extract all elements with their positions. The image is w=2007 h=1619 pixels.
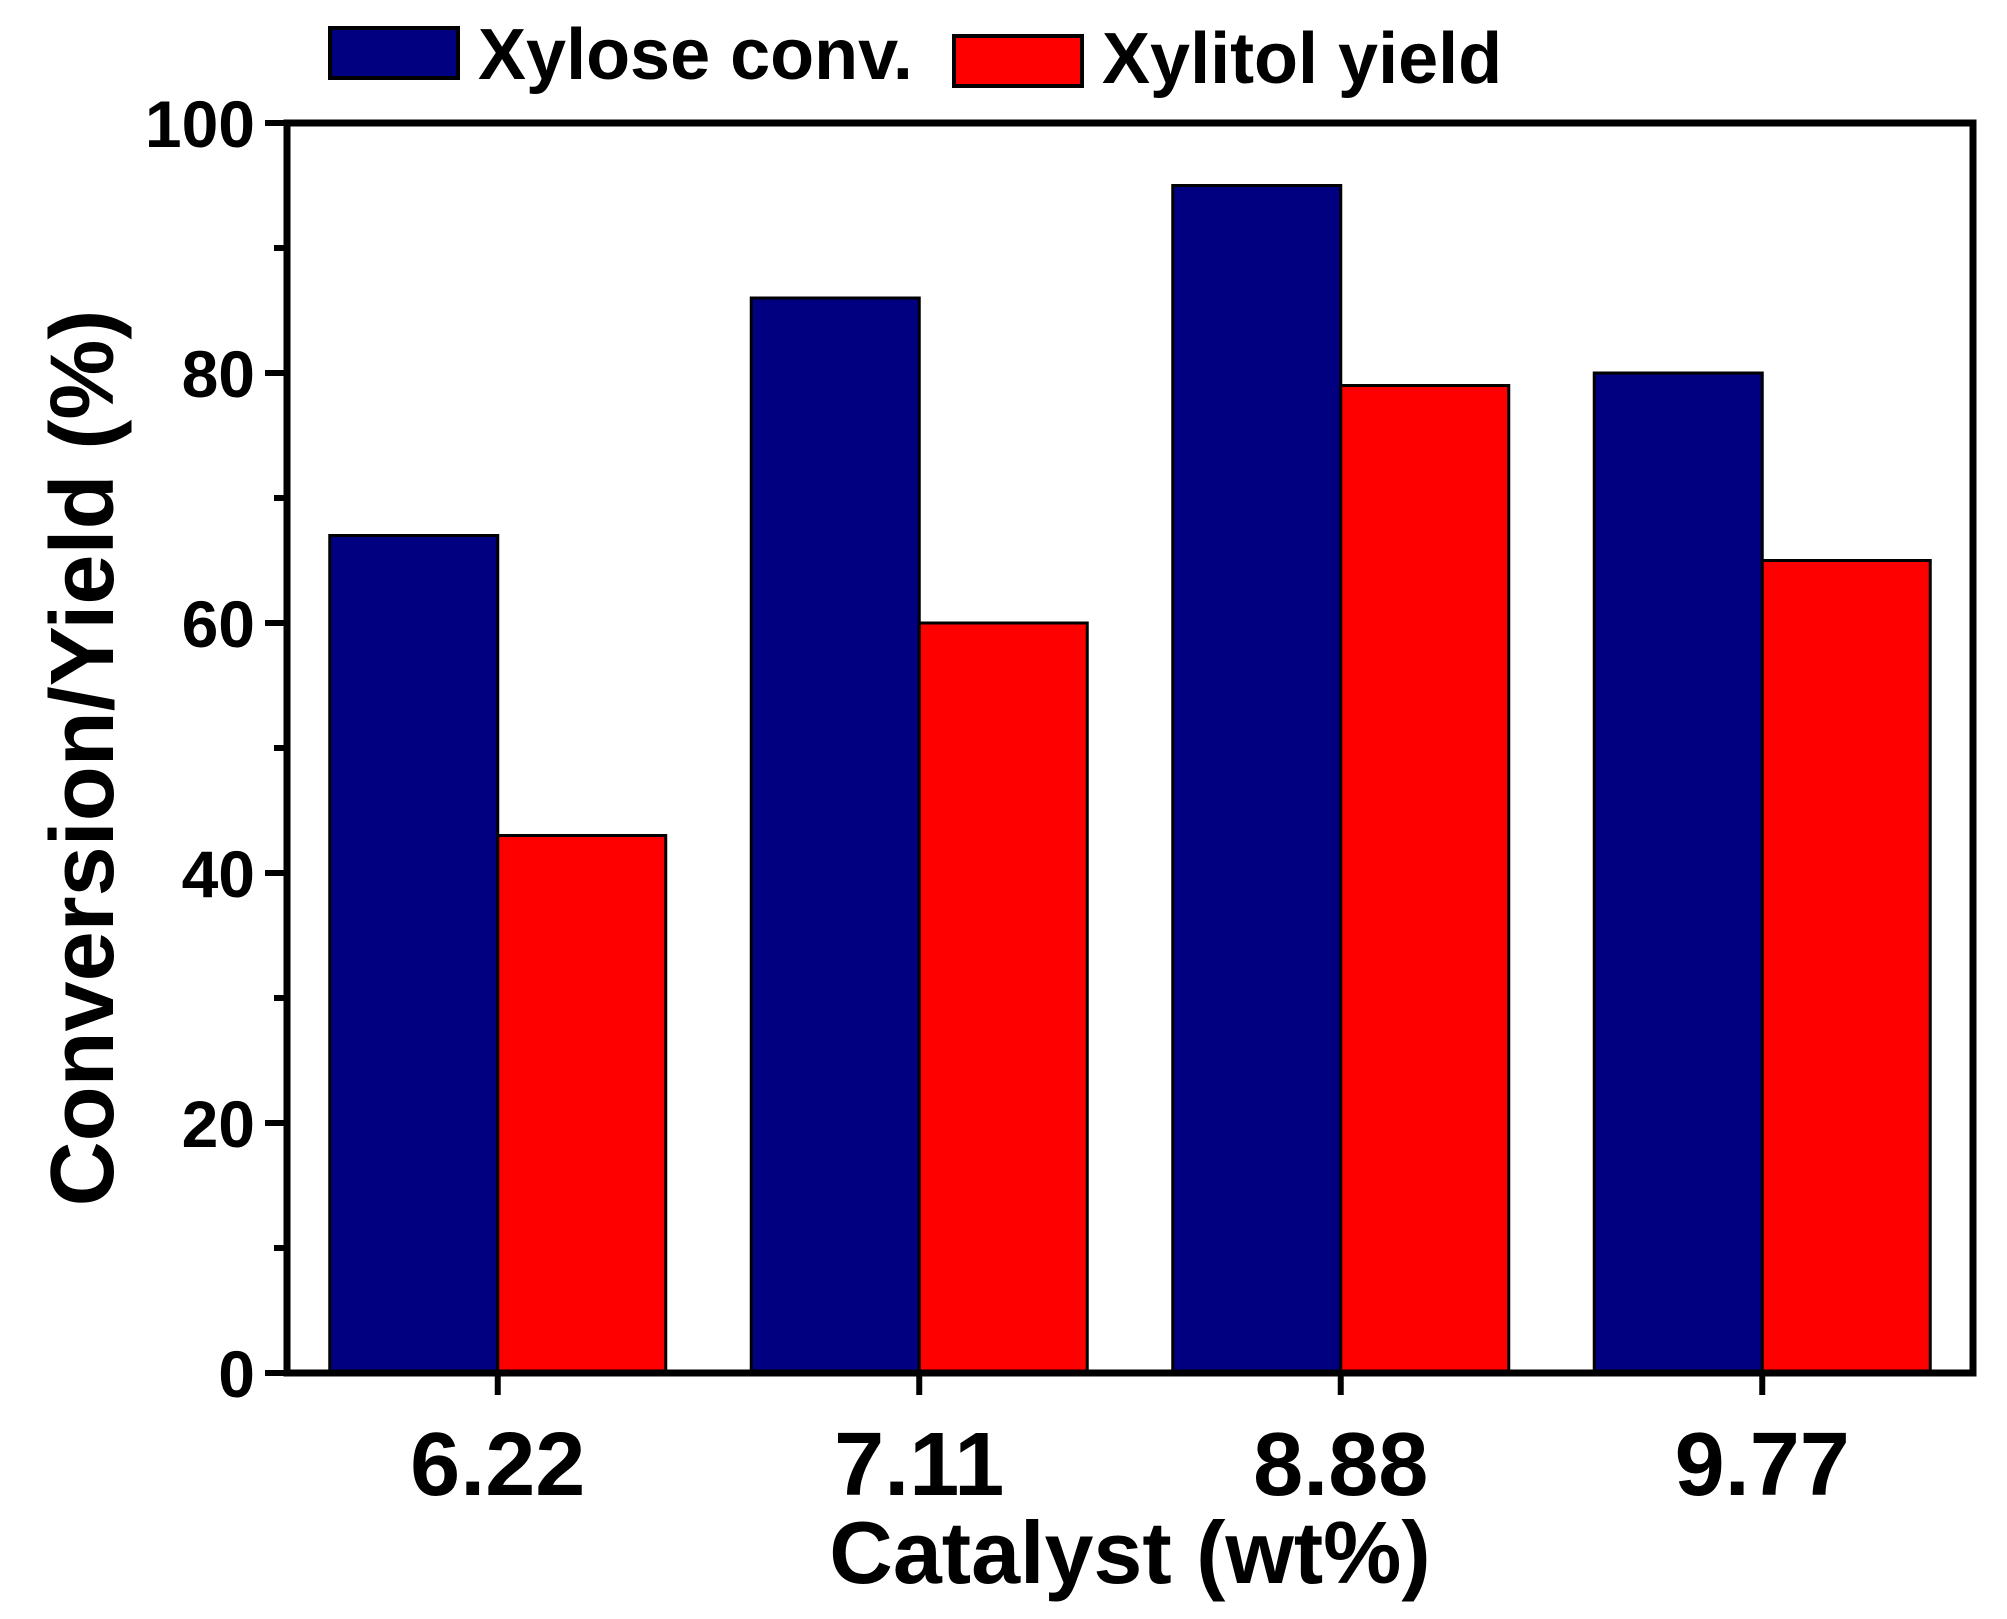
x-tick-label: 6.22 [410, 1415, 585, 1515]
y-tick-label: 40 [182, 837, 255, 911]
y-tick-label: 0 [218, 1337, 255, 1411]
y-axis: 0 20 40 60 80 100 [145, 87, 287, 1411]
bar-xylitol-8-88 [1339, 384, 1511, 1375]
bar-xylitol-7-11 [917, 621, 1089, 1375]
x-tick-label: 7.11 [834, 1415, 1004, 1515]
bar-xylose-6-22 [328, 534, 500, 1375]
bar-xylitol-9-77 [1760, 559, 1932, 1375]
y-tick-label: 60 [182, 587, 255, 661]
x-tick-label: 9.77 [1675, 1415, 1850, 1515]
bar-xylose-8-88 [1171, 184, 1343, 1375]
y-tick-label: 80 [182, 337, 255, 411]
bar-xylitol-6-22 [496, 834, 668, 1375]
bars [328, 184, 1932, 1375]
legend-swatch-xylose [328, 26, 460, 80]
bar-xylose-9-77 [1592, 371, 1764, 1375]
y-axis-title: Conversion/Yield (%) [33, 310, 133, 1207]
legend-label-xylitol: Xylitol yield [1102, 19, 1502, 99]
x-tick-label: 8.88 [1253, 1415, 1428, 1515]
legend-label-xylose: Xylose conv. [478, 15, 913, 95]
legend-swatch-xylitol [952, 34, 1084, 88]
x-axis-title: Catalyst (wt%) [829, 1503, 1430, 1602]
legend: Xylose conv. Xylitol yield [328, 15, 1502, 99]
x-axis: 6.22 7.11 8.88 9.77 [410, 1373, 1850, 1515]
y-tick-label: 20 [182, 1087, 255, 1161]
bar-xylose-7-11 [749, 296, 921, 1375]
y-tick-label: 100 [145, 87, 255, 161]
